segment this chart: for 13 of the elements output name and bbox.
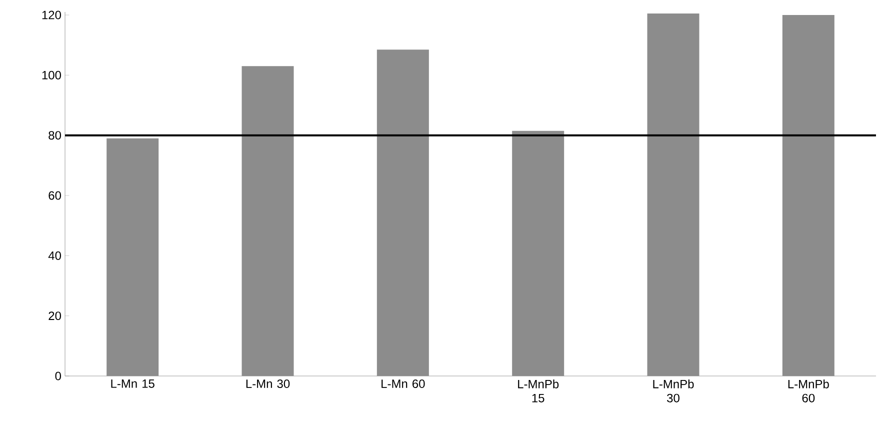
y-tick-label: 60: [48, 191, 62, 200]
x-tick-label: L-MnPb 15: [518, 380, 559, 402]
y-tick-label: 40: [48, 251, 62, 260]
y-tick-label: 20: [48, 312, 62, 320]
x-tick-label: L-MnPb 60: [788, 380, 829, 402]
x-tick-label: L-Mn 30: [246, 380, 290, 388]
x-tick-label: L-Mn 15: [111, 380, 154, 388]
x-tick-label: L-Mn 60: [382, 380, 425, 388]
y-tick-label: 120: [42, 10, 62, 20]
x-tick-label: L-MnPb 30: [653, 380, 694, 402]
y-tick-label: 80: [48, 131, 62, 140]
y-tick-label: 0: [55, 372, 62, 380]
y-tick-label: 100: [42, 70, 62, 80]
